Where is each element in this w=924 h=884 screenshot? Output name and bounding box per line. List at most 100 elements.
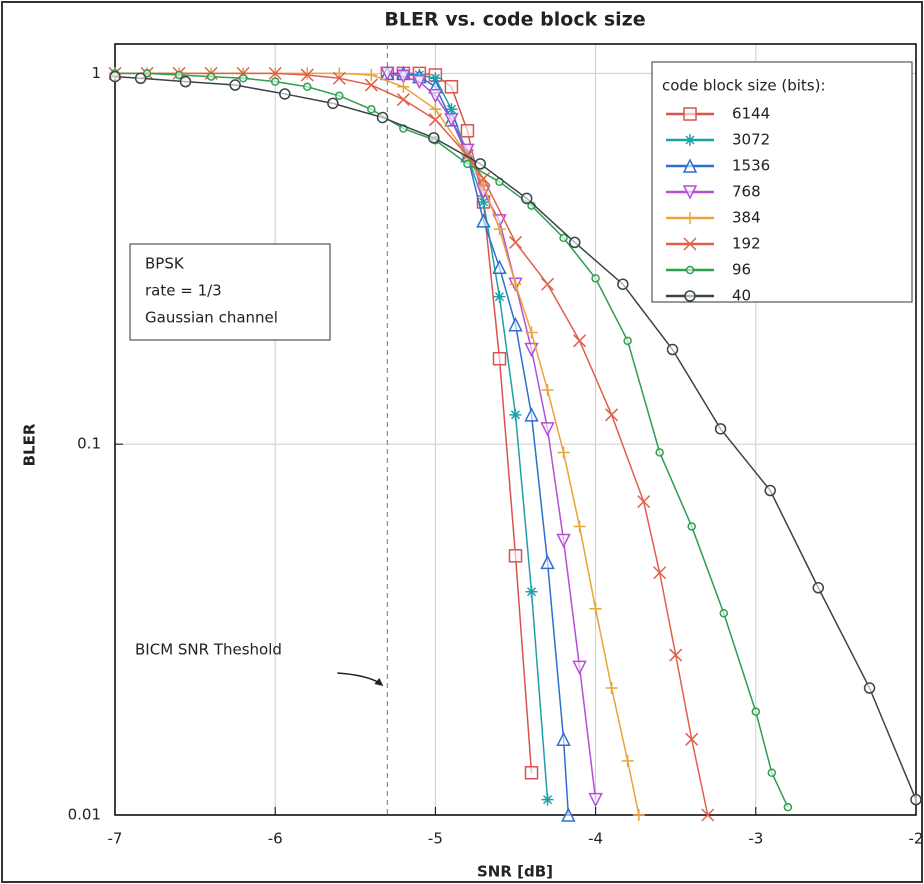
annotation-text: rate = 1/3 — [145, 282, 222, 300]
legend-marker — [685, 291, 695, 301]
legend-label: 192 — [732, 235, 761, 253]
legend-label: 768 — [732, 183, 761, 201]
x-tick-label: -2 — [909, 830, 924, 848]
series-line — [387, 73, 595, 799]
marker — [542, 423, 554, 435]
marker — [542, 384, 554, 396]
threshold-label: BICM SNR Theshold — [135, 641, 282, 659]
marker — [558, 733, 570, 745]
y-tick-label: 1 — [91, 64, 101, 82]
y-axis-label: BLER — [21, 423, 39, 466]
marker — [397, 94, 409, 106]
legend-marker — [684, 108, 696, 120]
marker — [464, 160, 471, 167]
marker — [110, 72, 120, 82]
marker — [493, 353, 505, 365]
marker — [638, 496, 650, 508]
legend-label: 384 — [732, 209, 761, 227]
marker — [510, 319, 522, 331]
arrow-head — [374, 678, 383, 686]
marker — [686, 733, 698, 745]
x-axis-label: SNR [dB] — [477, 863, 553, 881]
marker — [368, 106, 375, 113]
marker — [336, 92, 343, 99]
marker — [526, 327, 538, 339]
legend-label: 1536 — [732, 157, 770, 175]
marker — [618, 279, 628, 289]
marker — [477, 215, 489, 227]
marker — [911, 795, 921, 805]
x-tick-label: -3 — [748, 830, 763, 848]
series-line — [387, 73, 531, 772]
marker — [510, 409, 522, 421]
marker — [429, 133, 439, 143]
legend-label: 40 — [732, 287, 751, 305]
marker — [526, 409, 538, 421]
chart-title: BLER vs. code block size — [384, 9, 645, 31]
marker — [493, 291, 505, 303]
x-tick-label: -5 — [428, 830, 443, 848]
marker — [622, 755, 634, 767]
x-tick-label: -6 — [268, 830, 283, 848]
marker — [865, 683, 875, 693]
marker — [560, 234, 567, 241]
y-tick-label: 0.01 — [68, 806, 101, 824]
marker — [574, 335, 586, 347]
marker — [180, 77, 190, 87]
marker — [716, 424, 726, 434]
marker — [624, 337, 631, 344]
marker — [301, 67, 313, 79]
marker — [670, 649, 682, 661]
annotation-text: Gaussian channel — [145, 309, 278, 327]
marker — [304, 83, 311, 90]
legend-label: 3072 — [732, 131, 770, 149]
marker — [461, 125, 473, 137]
marker — [590, 603, 602, 615]
marker — [475, 159, 485, 169]
marker — [654, 567, 666, 579]
marker — [526, 586, 538, 598]
marker — [445, 81, 457, 93]
marker — [633, 809, 645, 821]
marker — [574, 520, 586, 532]
marker — [378, 113, 388, 123]
legend-label: 6144 — [732, 105, 770, 123]
marker — [688, 523, 695, 530]
marker — [570, 237, 580, 247]
marker — [558, 534, 570, 546]
marker — [365, 69, 377, 81]
marker — [606, 682, 618, 694]
marker — [656, 449, 663, 456]
marker — [784, 804, 791, 811]
marker — [765, 486, 775, 496]
marker — [542, 278, 554, 290]
marker — [720, 610, 727, 617]
marker — [522, 193, 532, 203]
legend-marker — [687, 267, 694, 274]
marker — [280, 89, 290, 99]
marker — [493, 223, 505, 235]
y-tick-label: 0.1 — [77, 435, 101, 453]
marker — [667, 345, 677, 355]
marker — [176, 71, 183, 78]
marker — [429, 103, 441, 115]
marker — [510, 236, 522, 248]
x-tick-label: -7 — [108, 830, 123, 848]
marker — [590, 794, 602, 806]
marker — [606, 409, 618, 421]
marker — [510, 550, 522, 562]
x-tick-label: -4 — [588, 830, 603, 848]
marker — [397, 81, 409, 93]
marker — [592, 275, 599, 282]
chart: BLER vs. code block size SNR [dB] BLER -… — [0, 0, 924, 884]
annotation-text: BPSK — [145, 255, 185, 273]
marker — [752, 708, 759, 715]
marker — [542, 556, 554, 568]
marker — [574, 661, 586, 673]
marker — [526, 767, 538, 779]
marker — [542, 794, 554, 806]
legend-label: 96 — [732, 261, 751, 279]
marker — [208, 73, 215, 80]
marker — [493, 261, 505, 273]
marker — [136, 73, 146, 83]
